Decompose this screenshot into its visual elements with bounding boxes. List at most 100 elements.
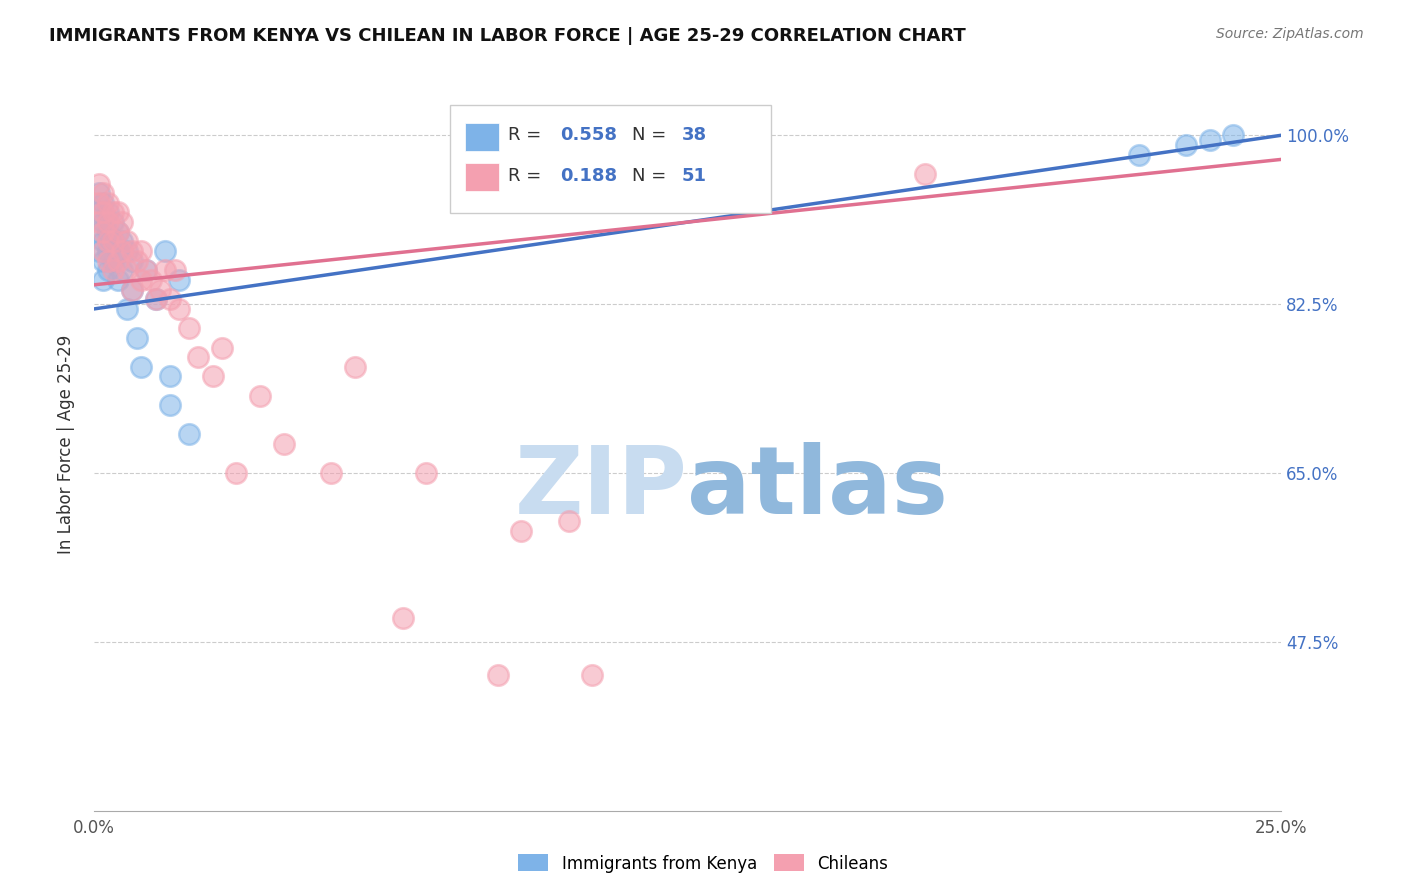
Point — [914, 167, 936, 181]
Point — [115, 263, 138, 277]
Point — [87, 186, 110, 201]
FancyBboxPatch shape — [465, 123, 499, 151]
Point — [101, 235, 124, 249]
Point — [101, 215, 124, 229]
Point — [131, 273, 153, 287]
Point — [93, 205, 115, 219]
Point — [558, 514, 581, 528]
Point — [121, 283, 143, 297]
Text: ZIP: ZIP — [515, 442, 688, 534]
Point — [107, 253, 129, 268]
Point — [153, 263, 176, 277]
Text: IMMIGRANTS FROM KENYA VS CHILEAN IN LABOR FORCE | AGE 25-29 CORRELATION CHART: IMMIGRANTS FROM KENYA VS CHILEAN IN LABO… — [49, 27, 966, 45]
Text: N =: N = — [631, 167, 672, 185]
Point — [169, 301, 191, 316]
Point — [1198, 133, 1220, 147]
Point — [115, 244, 138, 258]
FancyBboxPatch shape — [450, 104, 770, 213]
Point — [225, 466, 247, 480]
Point — [111, 235, 134, 249]
Point — [97, 195, 120, 210]
Point — [93, 186, 115, 201]
Point — [93, 235, 115, 249]
Point — [159, 293, 181, 307]
Point — [115, 235, 138, 249]
Y-axis label: In Labor Force | Age 25-29: In Labor Force | Age 25-29 — [58, 334, 75, 554]
Point — [273, 437, 295, 451]
Point — [101, 235, 124, 249]
Text: 0.558: 0.558 — [561, 127, 617, 145]
Point — [153, 244, 176, 258]
Point — [169, 273, 191, 287]
Point — [163, 263, 186, 277]
Point — [107, 244, 129, 258]
Point — [201, 369, 224, 384]
Point — [510, 524, 533, 538]
Point — [101, 205, 124, 219]
Point — [121, 244, 143, 258]
Point — [107, 225, 129, 239]
Point — [93, 273, 115, 287]
Point — [415, 466, 437, 480]
Point — [1128, 147, 1150, 161]
Point — [97, 215, 120, 229]
Point — [121, 253, 143, 268]
Point — [159, 398, 181, 412]
Text: R =: R = — [508, 127, 547, 145]
Point — [93, 253, 115, 268]
Point — [111, 215, 134, 229]
Point — [97, 263, 120, 277]
Point — [131, 244, 153, 258]
Point — [101, 263, 124, 277]
Point — [149, 283, 172, 297]
Point — [628, 138, 651, 153]
Point — [187, 350, 209, 364]
Point — [111, 263, 134, 277]
Text: N =: N = — [631, 127, 672, 145]
Point — [97, 235, 120, 249]
Point — [101, 253, 124, 268]
Point — [249, 389, 271, 403]
FancyBboxPatch shape — [465, 163, 499, 191]
Point — [111, 244, 134, 258]
Point — [125, 253, 148, 268]
Point — [135, 263, 157, 277]
Point — [145, 293, 167, 307]
Point — [93, 215, 115, 229]
Point — [391, 610, 413, 624]
Point — [107, 225, 129, 239]
Point — [107, 273, 129, 287]
Point — [107, 205, 129, 219]
Text: atlas: atlas — [688, 442, 949, 534]
Point — [87, 177, 110, 191]
Point — [97, 244, 120, 258]
Point — [87, 215, 110, 229]
Point — [87, 205, 110, 219]
Point — [97, 205, 120, 219]
Point — [581, 668, 603, 682]
Point — [1175, 138, 1198, 153]
Point — [93, 225, 115, 239]
Point — [135, 263, 157, 277]
Point — [97, 253, 120, 268]
Point — [93, 195, 115, 210]
Point — [1222, 128, 1244, 143]
Point — [115, 301, 138, 316]
Point — [145, 293, 167, 307]
Point — [344, 359, 367, 374]
Point — [486, 668, 509, 682]
Text: Source: ZipAtlas.com: Source: ZipAtlas.com — [1216, 27, 1364, 41]
Point — [121, 283, 143, 297]
Point — [177, 321, 200, 335]
Point — [125, 331, 148, 345]
Legend: Immigrants from Kenya, Chileans: Immigrants from Kenya, Chileans — [512, 847, 894, 880]
Point — [87, 244, 110, 258]
Point — [87, 225, 110, 239]
Point — [131, 359, 153, 374]
Point — [139, 273, 162, 287]
Text: R =: R = — [508, 167, 547, 185]
Text: 0.188: 0.188 — [561, 167, 617, 185]
Point — [87, 195, 110, 210]
Text: 51: 51 — [682, 167, 706, 185]
Point — [93, 244, 115, 258]
